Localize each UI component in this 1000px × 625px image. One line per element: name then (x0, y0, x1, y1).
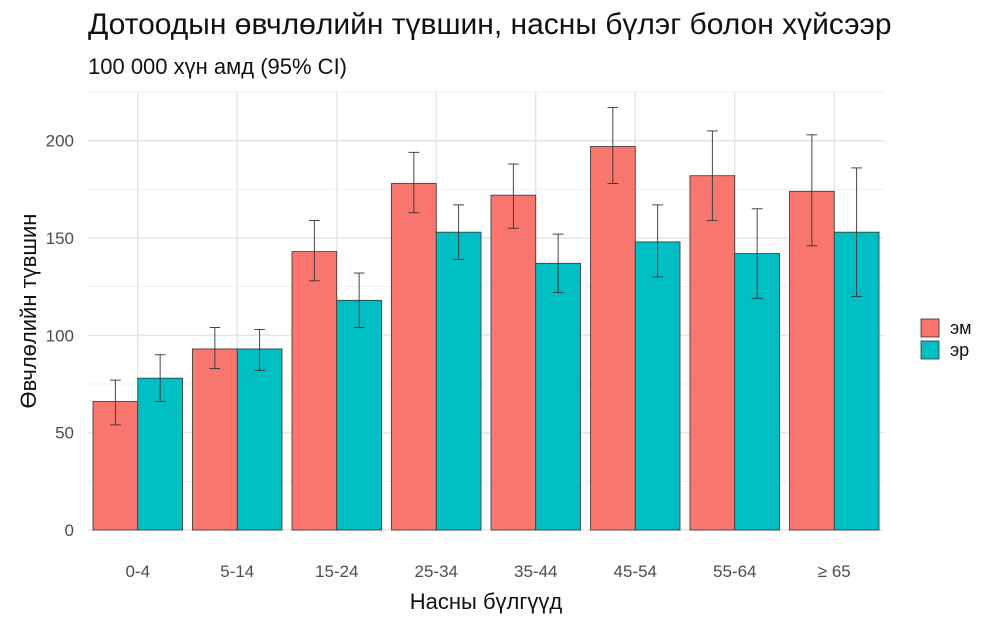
bar-эм-25-34 (391, 183, 437, 531)
bar-эм-5-14 (192, 348, 238, 531)
x-axis-title: Насны бүлгүүд (410, 589, 563, 614)
x-tick-label: 5-14 (220, 562, 254, 581)
chart-title: Дотоодын өвчлөлийн түвшин, насны бүлэг б… (88, 8, 892, 41)
y-tick-label: 0 (65, 521, 74, 540)
x-tick-label: 25-34 (415, 562, 458, 581)
y-axis-ticks: 0 50 100 150 200 (46, 132, 74, 540)
legend-label-эм: эм (950, 318, 972, 338)
x-tick-label: 0-4 (125, 562, 150, 581)
x-tick-label: 15-24 (315, 562, 358, 581)
x-tick-label: ≥ 65 (818, 562, 851, 581)
chart-subtitle: 100 000 хүн амд (95% CI) (88, 54, 348, 79)
legend-swatch-эр (920, 340, 940, 360)
y-tick-label: 100 (46, 326, 74, 345)
x-tick-label: 35-44 (514, 562, 557, 581)
bar-эм-≥ 65 (789, 190, 835, 531)
y-axis-title: Өвчлөлийн түвшин (16, 214, 41, 409)
error-bars (109, 107, 863, 426)
x-tick-label: 45-54 (614, 562, 657, 581)
x-tick-label: 55-64 (713, 562, 756, 581)
bar-эм-15-24 (291, 251, 338, 531)
bar-эр-5-14 (236, 348, 283, 531)
bar-эр-35-44 (535, 262, 581, 531)
legend-swatch-эм (920, 318, 940, 338)
bar-эм-45-54 (590, 146, 636, 531)
bar-эр-45-54 (634, 241, 681, 531)
y-tick-label: 50 (55, 424, 74, 443)
bar-эм-35-44 (490, 194, 537, 531)
bar-эр-15-24 (336, 299, 382, 531)
bars (92, 146, 880, 531)
bar-эр-55-64 (734, 253, 780, 531)
bar-эр-25-34 (435, 231, 482, 531)
y-tick-label: 150 (46, 229, 74, 248)
legend-label-эр: эр (950, 340, 969, 360)
bar-эм-55-64 (689, 175, 736, 531)
x-axis-ticks: 0-4 5-14 15-24 25-34 35-44 45-54 55-64 ≥ 65 (125, 562, 850, 581)
y-tick-label: 200 (46, 132, 74, 151)
